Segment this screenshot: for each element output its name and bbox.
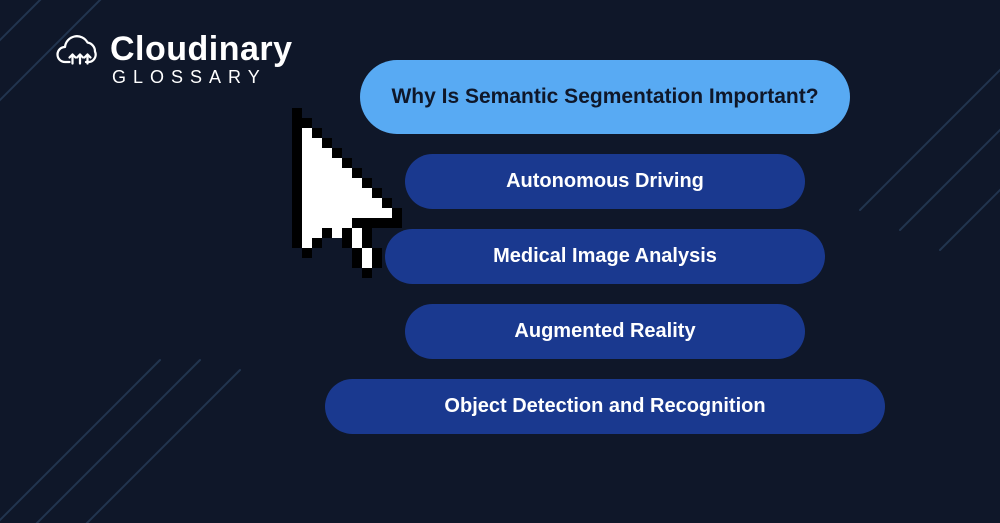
logo-brand-text: Cloudinary [110, 30, 293, 69]
pill-stack: Why Is Semantic Segmentation Important? … [360, 60, 885, 434]
logo-subtitle: GLOSSARY [112, 67, 293, 88]
pill-item-medical-image-analysis[interactable]: Medical Image Analysis [385, 229, 825, 284]
logo-block: Cloudinary GLOSSARY [56, 30, 293, 88]
pill-label: Medical Image Analysis [493, 244, 717, 269]
pill-item-object-detection[interactable]: Object Detection and Recognition [325, 379, 885, 434]
cloud-icon [56, 32, 104, 68]
infographic-canvas: Cloudinary GLOSSARY Why Is Semantic Segm… [0, 0, 1000, 523]
pill-label: Augmented Reality [514, 319, 695, 344]
pill-label: Autonomous Driving [506, 169, 704, 194]
pill-label: Object Detection and Recognition [444, 394, 765, 419]
pill-item-augmented-reality[interactable]: Augmented Reality [405, 304, 805, 359]
logo-row: Cloudinary [56, 30, 293, 69]
pill-header[interactable]: Why Is Semantic Segmentation Important? [360, 60, 850, 134]
pill-item-autonomous-driving[interactable]: Autonomous Driving [405, 154, 805, 209]
pill-header-label: Why Is Semantic Segmentation Important? [391, 84, 818, 110]
